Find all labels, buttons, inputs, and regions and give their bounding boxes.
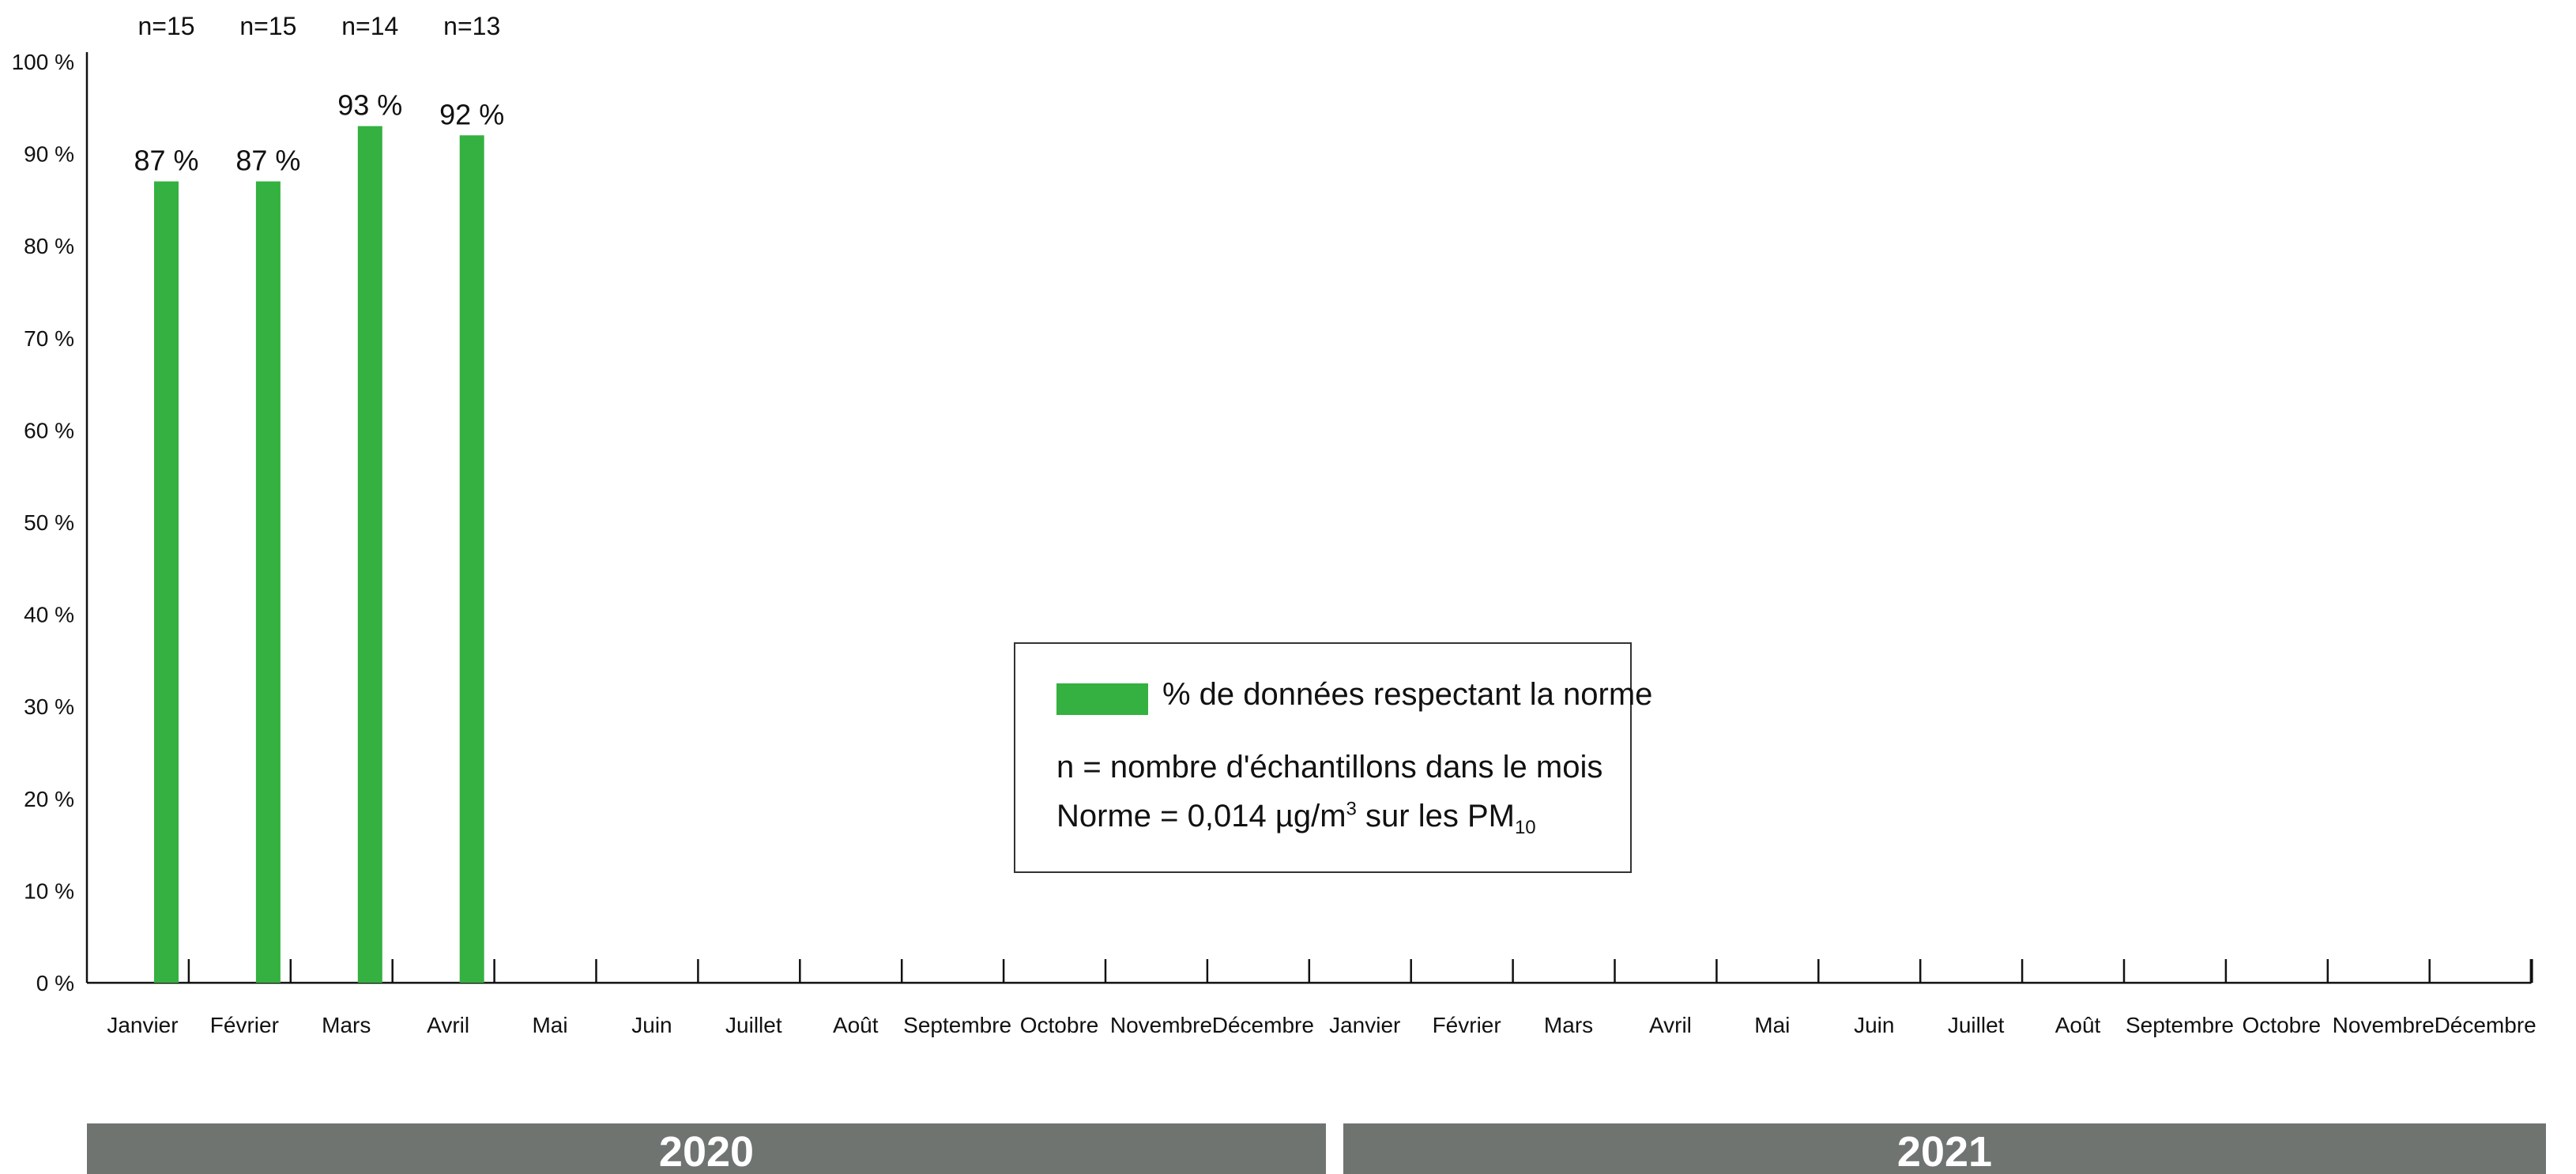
y-tick-label: 40 % <box>24 603 74 627</box>
x-tick-label: Octobre <box>1020 1013 1099 1037</box>
bar <box>154 181 179 983</box>
x-tick-label: Septembre <box>903 1013 1011 1037</box>
y-tick-label: 20 % <box>24 787 74 811</box>
y-tick-label: 70 % <box>24 326 74 351</box>
norme-sup: 3 <box>1346 798 1357 820</box>
y-tick-label: 30 % <box>24 694 74 719</box>
y-tick-label: 0 % <box>36 971 74 995</box>
y-tick-label: 60 % <box>24 418 74 442</box>
x-tick-label: Août <box>833 1013 879 1037</box>
year-label: 2020 <box>659 1128 754 1174</box>
x-tick-label: Décembre <box>1212 1013 1314 1037</box>
norme-prefix: Norme = 0,014 µg/m <box>1056 799 1346 833</box>
legend-swatch <box>1056 683 1148 715</box>
norme-sub: 10 <box>1514 817 1536 838</box>
x-tick-label: Février <box>1433 1013 1501 1037</box>
x-tick-label: Mai <box>1754 1013 1790 1037</box>
y-tick-label: 80 % <box>24 234 74 258</box>
legend: % de données respectant la norme n = nom… <box>1014 642 1652 873</box>
x-tick-label: Juillet <box>1948 1013 2005 1037</box>
x-tick-label: Septembre <box>2126 1013 2234 1037</box>
legend-norme: Norme = 0,014 µg/m3 sur les PM10 <box>1056 798 1536 837</box>
x-axis: Janvier Février Mars Avril Mai Juin Juillet Aoû… <box>87 959 2536 1037</box>
x-tick-label: Février <box>210 1013 279 1037</box>
x-tick-label: Novembre <box>1110 1013 1212 1037</box>
bar <box>459 135 484 983</box>
bar-value-label: 87 % <box>134 145 198 177</box>
bar <box>255 181 281 983</box>
y-tick-label: 90 % <box>24 142 74 167</box>
x-tick-label: Avril <box>1649 1013 1692 1037</box>
x-tick-label: Octobre <box>2243 1013 2322 1037</box>
bar-value-label: 87 % <box>235 145 300 177</box>
y-axis: 0 % 10 % 20 % 30 % 40 % 50 % 60 % 70 % 80 % 90 % 1… <box>12 50 89 995</box>
legend-series-label: % de données respectant la norme <box>1162 677 1653 712</box>
x-tick-label: Mars <box>322 1013 371 1037</box>
x-tick-label: Mars <box>1544 1013 1593 1037</box>
bar-n-label: n=13 <box>443 12 500 40</box>
bar-n-label: n=14 <box>341 12 398 40</box>
x-tick-label: Janvier <box>107 1013 178 1037</box>
x-tick-label: Avril <box>427 1013 469 1037</box>
x-tick-label: Juin <box>631 1013 672 1037</box>
year-bands: 2020 2021 <box>87 1123 2546 1174</box>
y-tick-label: 100 % <box>12 50 74 74</box>
x-tick-label: Janvier <box>1329 1013 1400 1037</box>
y-tick-label: 50 % <box>24 510 74 535</box>
bar <box>357 126 382 983</box>
y-tick-label: 10 % <box>24 879 74 903</box>
bar-n-label: n=15 <box>239 12 296 40</box>
legend-n-note: n = nombre d'échantillons dans le mois <box>1056 750 1603 785</box>
bar-n-label: n=15 <box>137 12 194 40</box>
x-tick-label: Mai <box>532 1013 567 1037</box>
bar-value-label: 92 % <box>439 98 504 130</box>
x-tick-label: Novembre <box>2333 1013 2435 1037</box>
year-band <box>1343 1123 2546 1174</box>
x-tick-label: Juillet <box>725 1013 782 1037</box>
year-band <box>87 1123 1326 1174</box>
year-label: 2021 <box>1897 1128 1992 1174</box>
bars: 87 % n=15 87 % n=15 93 % n=14 92 % n=13 <box>134 12 504 983</box>
x-tick-label: Juin <box>1854 1013 1894 1037</box>
bar-value-label: 93 % <box>337 89 402 122</box>
x-tick-label: Août <box>2055 1013 2101 1037</box>
norme-mid: sur les PM <box>1356 799 1515 833</box>
x-tick-label: Décembre <box>2435 1013 2536 1037</box>
